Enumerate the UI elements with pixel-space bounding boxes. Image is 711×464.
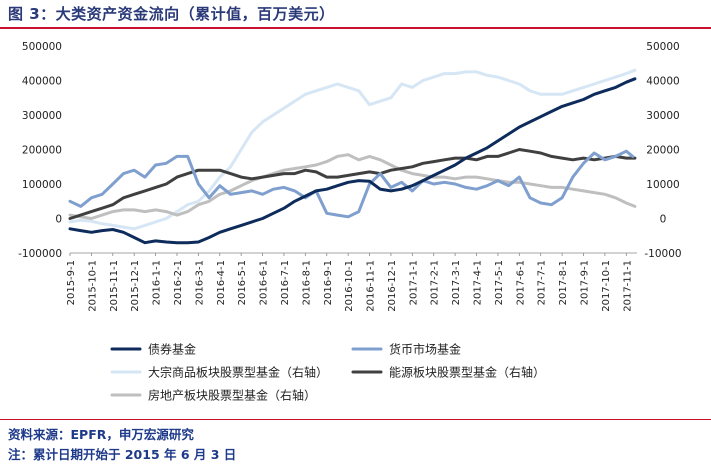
- y-right-tick-label: 50000: [646, 41, 679, 53]
- x-tick-label: 2016-9-1: [323, 260, 334, 305]
- series-line-commodity: [68, 68, 637, 231]
- x-tick-label: 2015-10-1: [87, 260, 98, 312]
- legend-label: 债券基金: [148, 342, 196, 357]
- y-axis-left: -100000 0 100000 200000 300000 400000 500000: [18, 41, 62, 260]
- x-tick-label: 2016-6-1: [259, 260, 270, 305]
- y-right-tick-label: -10000: [644, 248, 681, 260]
- y-right-tick-label: 0: [660, 214, 667, 226]
- series-line-energy: [68, 148, 637, 220]
- x-tick-label: 2016-4-1: [216, 260, 227, 305]
- series-line-realestate: [68, 153, 637, 220]
- legend-label: 大宗商品板块股票型基金（右轴）: [148, 365, 328, 380]
- x-tick-label: 2016-1-1: [152, 260, 163, 305]
- x-tick-label: 2016-10-1: [344, 260, 355, 312]
- legend-item-realestate: 房地产板块股票型基金（右轴）: [110, 388, 316, 403]
- source-note: 资料来源：EPFR，申万宏源研究: [8, 427, 194, 442]
- y-right-tick-label: 10000: [646, 179, 679, 191]
- legend-item-money: 货币市场基金: [351, 342, 461, 357]
- y-left-tick-label: 500000: [22, 41, 62, 53]
- x-tick-label: 2016-11-1: [366, 260, 377, 312]
- y-left-tick-label: 0: [55, 214, 62, 226]
- x-tick-label: 2015-12-1: [130, 260, 141, 312]
- y-right-tick-label: 20000: [646, 145, 679, 157]
- x-tick-label: 2016-8-1: [301, 260, 312, 305]
- series-line-bond: [68, 77, 637, 245]
- x-tick-label: 2017-1-1: [408, 260, 419, 305]
- x-tick-label: 2017-2-1: [430, 260, 441, 305]
- legend-label: 货币市场基金: [389, 342, 461, 357]
- x-tick-label: 2017-8-1: [558, 260, 569, 305]
- legend-label: 能源板块股票型基金（右轴）: [389, 365, 545, 380]
- x-tick-label: 2016-2-1: [173, 260, 184, 305]
- y-left-tick-label: 400000: [22, 76, 62, 88]
- x-tick-label: 2016-5-1: [237, 260, 248, 305]
- y-left-tick-label: 100000: [22, 179, 62, 191]
- x-tick-label: 2017-3-1: [451, 260, 462, 305]
- title-rule: [0, 27, 711, 29]
- y-axis-right: -10000 0 10000 20000 30000 40000 50000: [644, 41, 681, 260]
- series-line-money: [68, 149, 635, 219]
- x-tick-label: 2017-5-1: [494, 260, 505, 305]
- x-tick-label: 2017-10-1: [601, 260, 612, 312]
- x-tick-label: 2016-3-1: [194, 260, 205, 305]
- footer-rule: [0, 419, 711, 420]
- legend-item-commodity: 大宗商品板块股票型基金（右轴）: [110, 365, 328, 380]
- x-tick-label: 2016-7-1: [280, 260, 291, 305]
- legend-item-bond: 债券基金: [110, 342, 196, 357]
- x-tick-label: 2015-9-1: [66, 260, 77, 305]
- y-left-tick-label: -100000: [18, 248, 62, 260]
- y-right-tick-label: 30000: [646, 110, 679, 122]
- y-left-tick-label: 200000: [22, 145, 62, 157]
- x-tick-label: 2016-12-1: [387, 260, 398, 312]
- x-tick-label: 2015-11-1: [109, 260, 120, 312]
- legend-item-energy: 能源板块股票型基金（右轴）: [351, 365, 545, 380]
- x-tick-label: 2017-6-1: [515, 260, 526, 305]
- x-tick-label: 2017-7-1: [537, 260, 548, 305]
- x-axis: 2015-9-1 2015-10-1 2015-11-1 2015-12-1 2016-…: [66, 252, 637, 312]
- x-tick-label: 2017-9-1: [580, 260, 591, 305]
- footnote: 注：累计日期开始于 2015 年 6 月 3 日: [8, 447, 237, 462]
- y-right-tick-label: 40000: [646, 76, 679, 88]
- chart-title: 图 3：大类资产资金流向（累计值，百万美元）: [8, 5, 335, 23]
- series-layer: [68, 68, 637, 245]
- y-left-tick-label: 300000: [22, 110, 62, 122]
- x-tick-label: 2017-11-1: [622, 260, 633, 312]
- legend-label: 房地产板块股票型基金（右轴）: [148, 388, 316, 403]
- x-tick-label: 2017-4-1: [473, 260, 484, 305]
